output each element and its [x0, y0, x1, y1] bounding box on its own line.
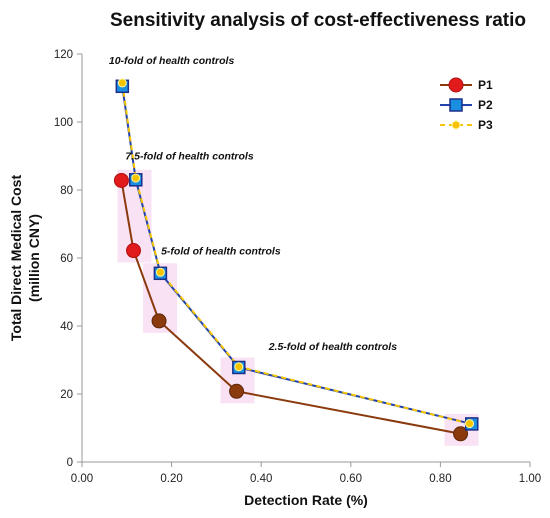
legend-marker-p2: [449, 98, 463, 112]
point-p1: [126, 243, 142, 259]
point-p1: [453, 426, 469, 442]
x-tick-label: 1.00: [519, 473, 541, 485]
x-tick-label: 0.80: [429, 473, 451, 485]
annotation-label: 2.5-fold of health controls: [268, 341, 397, 353]
annotations: 10-fold of health controls 7.5-fold of he…: [109, 55, 397, 353]
y-axis-label-line2: (million CNY): [26, 214, 42, 302]
point-p3: [131, 173, 141, 183]
legend-marker-p3: [451, 120, 461, 130]
legend-marker-p1: [448, 77, 464, 93]
axis-ticks: 0.00 0.20 0.40 0.60 0.80 1.00 0 20 40 60 80 100 120: [54, 49, 541, 485]
x-tick-label: 0.60: [340, 473, 362, 485]
point-p3: [117, 78, 127, 88]
y-tick-label: 100: [54, 117, 73, 129]
y-tick-label: 80: [60, 185, 73, 197]
legend: P1 P2 P3: [440, 77, 493, 132]
legend-label-p2: P2: [478, 98, 493, 112]
x-tick-label: 0.00: [71, 473, 93, 485]
x-tick-label: 0.20: [160, 473, 182, 485]
y-tick-label: 40: [60, 321, 73, 333]
point-p1: [151, 313, 167, 329]
x-tick-label: 0.40: [250, 473, 272, 485]
point-p3: [155, 267, 165, 277]
y-axis-label: Total Direct Medical Cost (million CNY): [8, 175, 42, 342]
point-p1: [113, 172, 129, 188]
legend-label-p1: P1: [478, 78, 493, 92]
y-tick-label: 0: [67, 457, 73, 469]
series-markers: [113, 78, 479, 442]
chart-title: Sensitivity analysis of cost-effectivene…: [110, 10, 526, 31]
legend-label-p3: P3: [478, 118, 493, 132]
point-p3: [234, 362, 244, 372]
x-axis-label: Detection Rate (%): [244, 492, 368, 508]
point-p1: [229, 383, 245, 399]
y-tick-label: 60: [60, 253, 73, 265]
annotation-label: 10-fold of health controls: [109, 55, 235, 67]
annotation-label: 7.5-fold of health controls: [125, 150, 253, 162]
y-axis-label-line1: Total Direct Medical Cost: [8, 175, 24, 342]
y-tick-label: 120: [54, 49, 73, 61]
y-tick-label: 20: [60, 389, 73, 401]
annotation-label: 5-fold of health controls: [161, 246, 281, 258]
point-p3: [465, 419, 475, 429]
